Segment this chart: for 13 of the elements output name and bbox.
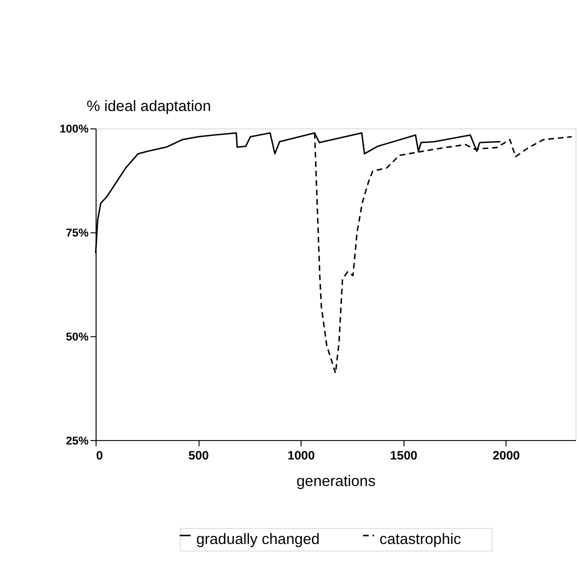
y-tick-label: 100% xyxy=(60,124,89,136)
x-tick-label: 2000 xyxy=(492,448,520,462)
x-axis-title: generations xyxy=(296,472,376,490)
y-tick-label: 25% xyxy=(66,435,89,448)
x-tick-label: 0 xyxy=(96,448,104,462)
y-axis-title: % ideal adaptation xyxy=(86,98,211,115)
x-tick-label: 1000 xyxy=(288,448,315,462)
x-tick-label: 1500 xyxy=(390,448,418,462)
y-tick-label: 75% xyxy=(66,228,89,240)
x-tick-label: 500 xyxy=(188,448,210,462)
legend-label: gradually changed xyxy=(196,530,320,548)
legend-label: catastrophic xyxy=(380,530,462,548)
y-tick-label: 50% xyxy=(66,331,89,344)
